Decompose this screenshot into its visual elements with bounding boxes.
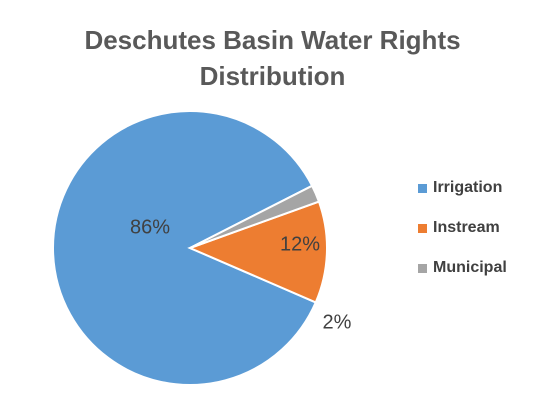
pie-slice-municipal — [189, 184, 321, 249]
legend-item-municipal: Municipal — [418, 258, 507, 278]
legend-item-irrigation: Irrigation — [418, 178, 507, 198]
pie-slice-irrigation — [52, 110, 318, 386]
data-label-irrigation: 86% — [130, 216, 170, 238]
chart-title-line-1: Deschutes Basin Water Rights — [84, 25, 461, 55]
legend-label-irrigation: Irrigation — [433, 179, 503, 196]
legend-swatch-irrigation — [418, 183, 427, 193]
legend-label-instream: Instream — [433, 219, 500, 236]
legend-swatch-municipal — [418, 263, 427, 273]
data-label-instream: 12% — [280, 233, 320, 255]
legend-label-municipal: Municipal — [433, 259, 507, 276]
legend-item-instream: Instream — [418, 218, 507, 238]
pie-slice-instream — [187, 200, 328, 304]
legend: Irrigation Instream Municipal — [418, 178, 507, 298]
chart-title: Deschutes Basin Water Rights Distributio… — [0, 22, 545, 94]
chart-title-line-2: Distribution — [199, 61, 346, 91]
data-label-municipal: 2% — [323, 311, 352, 333]
legend-swatch-instream — [418, 223, 427, 233]
